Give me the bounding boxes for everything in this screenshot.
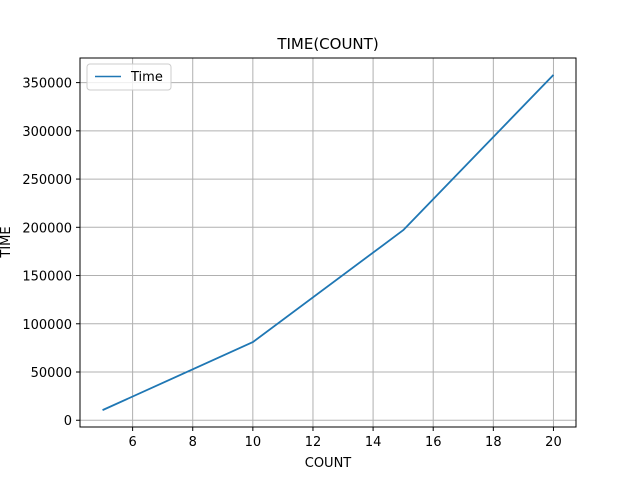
series-line-time [102, 74, 555, 411]
x-tick-label: 6 [128, 435, 136, 450]
chart-title: TIME(COUNT) [276, 35, 378, 53]
y-tick-label: 300000 [22, 125, 72, 140]
legend-label-time: Time [130, 70, 163, 85]
y-tick-label: 50000 [31, 366, 72, 381]
y-tick-label: 150000 [22, 270, 72, 285]
ticks: 6 8 10 12 14 16 18 20 0 50000 100000 150000 200000 25… [22, 77, 561, 450]
x-tick-label: 8 [189, 435, 197, 450]
legend: Time [86, 63, 172, 91]
y-tick-label: 100000 [22, 318, 72, 333]
y-tick-label: 250000 [22, 173, 72, 188]
y-axis-label: TIME [0, 226, 14, 258]
y-tick-label: 0 [64, 414, 72, 429]
legend-box [86, 63, 172, 91]
x-tick-label: 10 [245, 435, 262, 450]
x-tick-label: 14 [365, 435, 382, 450]
y-tick-label: 200000 [22, 221, 72, 236]
x-tick-label: 20 [545, 435, 562, 450]
y-tick-label: 350000 [22, 77, 72, 92]
plot-frame [79, 57, 577, 428]
grid [80, 58, 576, 427]
series-layer [102, 74, 555, 411]
x-axis-label: COUNT [305, 456, 352, 471]
x-tick-label: 18 [485, 435, 502, 450]
x-tick-label: 16 [425, 435, 442, 450]
x-tick-label: 12 [305, 435, 322, 450]
